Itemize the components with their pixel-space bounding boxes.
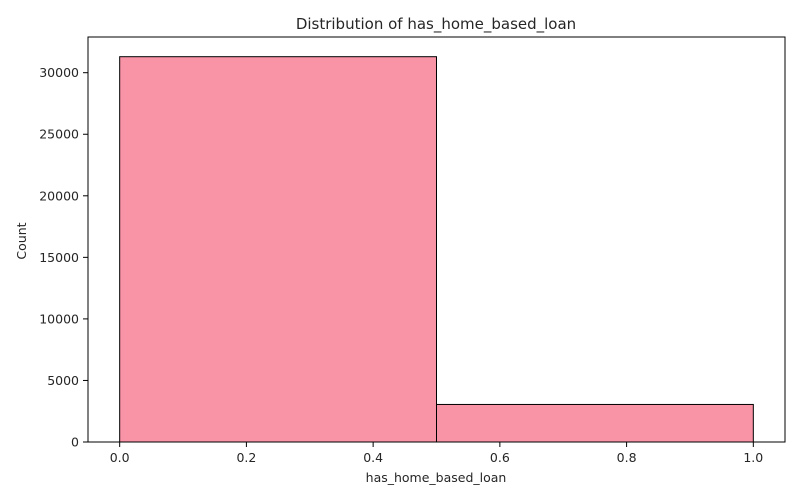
y-axis-label: Count xyxy=(14,222,29,259)
x-tick-label: 0.8 xyxy=(617,450,637,465)
histogram-bar-1 xyxy=(436,403,754,443)
x-tick-label: 0.4 xyxy=(363,450,383,465)
x-axis-label: has_home_based_loan xyxy=(366,470,507,485)
x-tick-label: 0.2 xyxy=(236,450,256,465)
y-tick-label: 30000 xyxy=(39,65,79,80)
y-tick-label: 5000 xyxy=(47,373,79,388)
x-axis-ticks: 0.0 0.2 0.4 0.6 0.8 1.0 xyxy=(110,442,763,465)
x-tick-label: 1.0 xyxy=(743,450,763,465)
histogram-bar-0 xyxy=(119,56,437,443)
y-tick-label: 10000 xyxy=(39,311,79,326)
chart-title: Distribution of has_home_based_loan xyxy=(296,15,576,34)
y-tick-label: 15000 xyxy=(39,250,79,265)
bars-group xyxy=(119,56,754,443)
x-tick-label: 0.0 xyxy=(110,450,130,465)
y-tick-label: 25000 xyxy=(39,127,79,142)
y-tick-label: 20000 xyxy=(39,188,79,203)
x-tick-label: 0.6 xyxy=(490,450,510,465)
y-axis-ticks: 0 5000 10000 15000 20000 25000 30000 xyxy=(39,65,88,450)
y-tick-label: 0 xyxy=(71,435,79,450)
plot-frame xyxy=(87,36,786,443)
